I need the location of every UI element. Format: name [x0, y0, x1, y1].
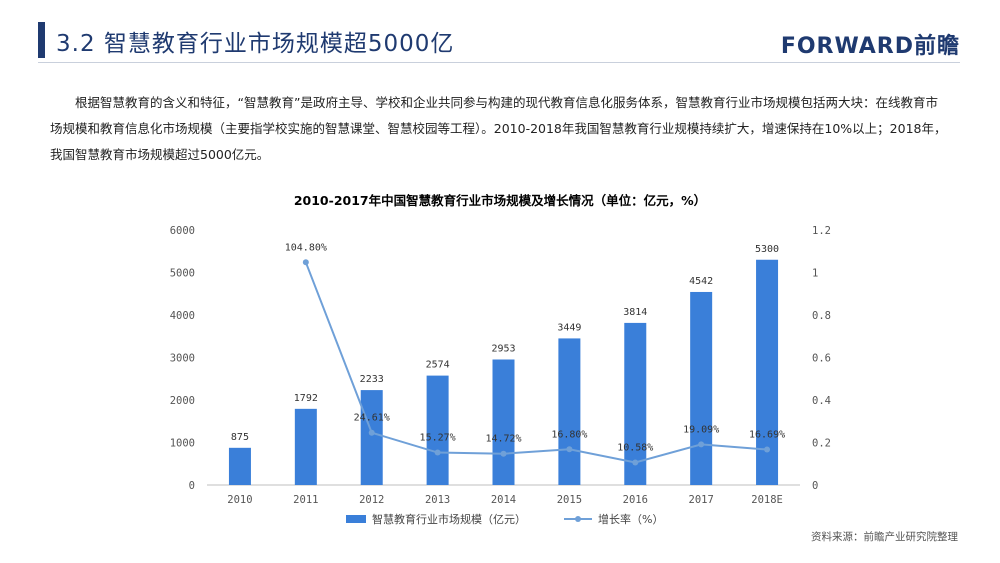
y-right-tick-label: 1.2 — [812, 225, 831, 237]
x-tick-label: 2016 — [623, 494, 648, 506]
growth-rate-point — [698, 441, 705, 448]
bar-value-label: 875 — [231, 432, 249, 443]
title-bar: 3.2 智慧教育行业市场规模超5000亿 — [38, 20, 958, 58]
forward-logo: FORWARD前瞻 — [780, 34, 960, 59]
bar — [294, 408, 317, 485]
bar — [492, 359, 515, 485]
bar — [624, 322, 647, 485]
y-right-tick-label: 0.8 — [812, 310, 831, 322]
bar — [690, 291, 713, 485]
growth-rate-label: 24.61% — [354, 413, 390, 424]
growth-rate-label: 19.09% — [683, 424, 719, 435]
growth-rate-point — [764, 446, 771, 453]
growth-rate-point — [632, 459, 639, 466]
bar-value-label: 2953 — [491, 343, 515, 354]
bar — [360, 390, 383, 485]
bar-value-label: 3814 — [623, 307, 647, 318]
y-left-tick-label: 6000 — [170, 225, 195, 237]
y-right-tick-label: 0.4 — [812, 395, 831, 407]
growth-rate-label: 16.69% — [749, 430, 785, 441]
legend-bar-label: 智慧教育行业市场规模（亿元） — [372, 512, 526, 526]
x-tick-label: 2012 — [359, 494, 384, 506]
bar — [426, 375, 449, 485]
y-right-tick-label: 0.6 — [812, 353, 831, 365]
x-tick-label: 2017 — [689, 494, 714, 506]
source-note: 资料来源：前瞻产业研究院整理 — [811, 531, 958, 543]
title-accent-bar — [38, 22, 45, 58]
y-right-tick-label: 0.2 — [812, 438, 831, 450]
x-tick-label: 2015 — [557, 494, 582, 506]
x-tick-label: 2010 — [227, 494, 252, 506]
bar-value-label: 2233 — [360, 374, 384, 385]
bar — [756, 259, 779, 485]
growth-rate-line — [304, 261, 768, 464]
growth-rate-point — [368, 429, 375, 436]
bar-value-label: 3449 — [557, 322, 581, 333]
growth-rate-label: 15.27% — [420, 433, 456, 444]
y-left-tick-label: 5000 — [170, 268, 195, 280]
y-left-tick-label: 0 — [189, 480, 195, 492]
growth-rate-label: 16.80% — [551, 429, 587, 440]
page-title: 3.2 智慧教育行业市场规模超5000亿 — [56, 31, 455, 57]
legend-bar-swatch — [346, 515, 366, 523]
x-tick-label: 2014 — [491, 494, 516, 506]
growth-rate-point — [500, 450, 507, 457]
x-tick-label: 2011 — [293, 494, 318, 506]
y-left-tick-label: 3000 — [170, 353, 195, 365]
bar-value-label: 2574 — [426, 360, 450, 371]
intro-paragraph: 根据智慧教育的含义和特征，“智慧教育”是政府主导、学校和企业共同参与构建的现代教… — [50, 95, 947, 162]
growth-rate-point — [302, 259, 309, 266]
bar — [558, 338, 581, 485]
x-tick-label: 2013 — [425, 494, 450, 506]
growth-rate-point — [566, 446, 573, 453]
bar-value-label: 4542 — [689, 276, 713, 287]
bar-value-label: 5300 — [755, 244, 779, 255]
growth-rate-label: 104.80% — [285, 242, 327, 253]
growth-rate-point — [434, 449, 441, 456]
y-right-tick-label: 1 — [812, 268, 818, 280]
growth-rate-label: 10.58% — [617, 443, 653, 454]
y-right-tick-label: 0 — [812, 480, 818, 492]
x-tick-label: 2018E — [751, 494, 783, 506]
legend-line-label: 增长率（%） — [598, 512, 663, 526]
y-left-tick-label: 4000 — [170, 310, 195, 322]
growth-rate-label: 14.72% — [485, 434, 521, 445]
bar-value-label: 1792 — [294, 393, 318, 404]
legend-line-marker — [575, 516, 581, 522]
chart-title: 2010-2017年中国智慧教育行业市场规模及增长情况（单位：亿元，%） — [293, 193, 707, 208]
title-divider — [38, 62, 960, 63]
y-left-tick-label: 2000 — [170, 395, 195, 407]
bar — [228, 447, 251, 485]
y-left-tick-label: 1000 — [170, 438, 195, 450]
